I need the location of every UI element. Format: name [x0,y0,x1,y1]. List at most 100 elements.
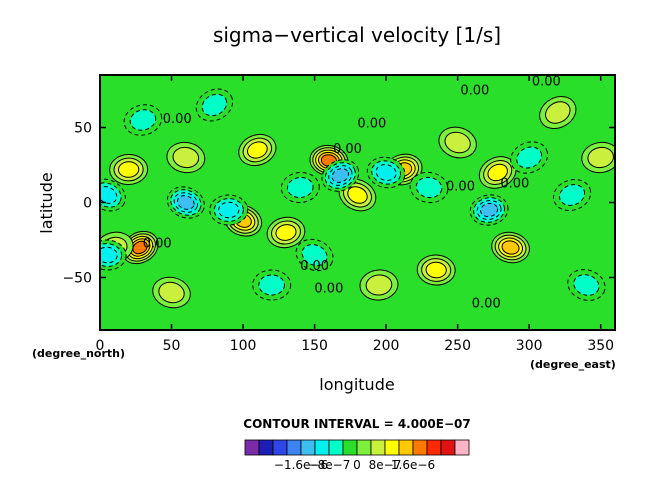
contour-label: 0.00 [314,282,343,297]
contour-feature [552,179,592,211]
contour-feature [438,126,477,159]
contour-band [444,131,471,154]
y-axis-title: latitude [37,172,56,233]
colorbar-swatch [342,439,358,456]
contour-label: 0.00 [163,112,192,127]
x-tick-label: 200 [373,338,400,354]
colorbar-swatch [412,439,428,456]
colorbar-tick-label: 0 [353,458,361,472]
contour-feature [309,144,349,177]
contour-band [559,184,586,206]
contour-interval-text: CONTOUR INTERVAL = 4.000E−07 [243,417,470,431]
colorbar-tick-labels: −1.6e−6−8e−7 0 8e−71.6e−6 [274,458,435,472]
contour-feature [359,269,399,301]
colorbar-tick-label: −1.6e−6 [274,458,328,472]
contour-band [172,146,200,169]
contour-label: 0.00 [472,297,501,312]
contour-feature [321,159,360,192]
colorbar-tick-label: 8e−7 [369,458,402,472]
contour-band [301,244,328,266]
contour-band [516,146,543,169]
colorbar-swatch [426,439,442,456]
contour-feature [366,156,406,189]
colorbar-swatch [370,439,386,456]
contour-band [129,109,157,131]
y-tick-label: 0 [83,196,92,212]
colorbar-swatch [300,439,316,456]
colorbar-swatch [440,439,456,456]
chart-title: sigma−vertical velocity [1/s] [213,23,501,47]
contour-label: 0.00 [460,84,489,99]
colorbar-tick-label: −8e−7 [308,458,351,472]
contour-label: 0.00 [500,177,529,192]
contour-feature [469,194,509,226]
colorbar-swatch [328,439,344,456]
colorbar-swatch [454,439,470,456]
contour-label: 0.00 [143,237,172,252]
colorbar-swatch [272,439,288,456]
contour-label: 0.00 [446,180,475,195]
contour-band [258,274,286,296]
contour-labels: 0.00 0.00 0.00 0.00 0.00 0.00 0.00 0.00 0.00 0.00… [143,75,561,312]
contour-band [100,246,118,264]
colorbar-swatch [258,439,274,456]
contour-band [480,202,499,218]
x-tick-label: 100 [230,338,257,354]
contour-band [365,274,393,296]
contour-band [118,161,140,178]
x-tick-label: 50 [163,338,181,354]
contour-feature [109,153,149,186]
contour-feature [567,269,606,301]
contour-feature [280,171,320,204]
colorbar-swatch [398,439,414,456]
contour-band [201,93,228,117]
x-axis-unit: (degree_east) [530,358,616,371]
contour-feature [266,216,306,249]
contour-band [587,146,614,169]
contour-label: 0.00 [357,117,386,132]
contour-feature [539,95,577,130]
x-tick-label: 0 [96,338,105,354]
contour-band [275,224,297,241]
y-axis-unit: (degree_north) [32,347,125,360]
contour-band [286,176,314,199]
contour-feature [123,104,163,136]
contour-label: 0.00 [300,259,329,274]
contour-band [177,195,195,210]
y-tick-label: 50 [74,121,92,137]
contour-feature [416,254,456,286]
contour-feature [121,230,159,265]
contour-feature [478,156,517,189]
contour-band [246,141,268,159]
x-axis-title: longitude [319,375,394,394]
contour-band [415,176,443,199]
colorbar-swatch [286,439,302,456]
contour-feature [252,269,292,301]
contour-feature [195,88,234,122]
x-tick-label: 250 [444,338,471,354]
contour-feature [238,133,277,167]
contour-field [100,88,615,309]
axes: 0 50 100 150 200 250 300 350 50 0 −50 [62,75,615,354]
contour-label: 0.00 [532,75,561,90]
contour-feature [166,186,205,219]
contour-feature [166,141,206,174]
contour-feature [295,238,334,272]
colorbar-swatch [314,439,330,456]
contour-band [573,274,600,296]
contour-label: 0.00 [333,142,362,157]
contour-band [218,201,240,219]
contour-feature [581,141,615,174]
contour-band [501,240,520,255]
colorbar-swatch [384,439,400,456]
x-tick-label: 350 [587,338,614,354]
contour-feature [409,171,449,204]
contour-feature [100,239,127,271]
contour-feature [491,231,530,264]
contour-band [487,163,508,182]
colorbar [244,439,470,456]
x-tick-label: 150 [301,338,328,354]
y-tick-label: −50 [62,271,92,287]
contour-band [425,261,447,279]
